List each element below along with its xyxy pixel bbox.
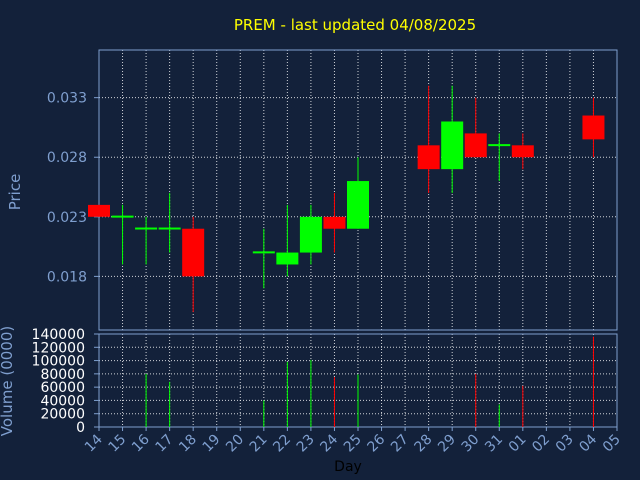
day-tick-label: 01 bbox=[506, 432, 530, 456]
day-tick-label: 30 bbox=[459, 432, 483, 456]
price-tick-label: 0.023 bbox=[47, 210, 87, 226]
day-tick-label: 05 bbox=[600, 432, 624, 456]
volume-tick-label: 20000 bbox=[40, 407, 85, 423]
price-tick-label: 0.033 bbox=[47, 91, 87, 107]
candle-body-28 bbox=[417, 145, 440, 170]
grid-layer bbox=[98, 50, 618, 428]
day-tick-label: 19 bbox=[200, 432, 224, 456]
candle-body-17 bbox=[158, 227, 181, 230]
day-tick-labels: 14 15 16 17 18 19 20 21 22 23 24 25 26 27 28 29 30 31 01 02… bbox=[82, 427, 624, 455]
day-tick-label: 23 bbox=[294, 432, 318, 456]
candle-body-18 bbox=[182, 228, 205, 277]
day-tick-label: 04 bbox=[576, 431, 600, 455]
day-tick-label: 22 bbox=[270, 432, 294, 456]
candle-body-04 bbox=[582, 115, 605, 140]
candle-body-30 bbox=[464, 133, 487, 158]
volume-tick-label: 60000 bbox=[40, 380, 85, 396]
volume-tick-label: 140000 bbox=[32, 327, 85, 343]
volume-tick-label: 0 bbox=[76, 420, 85, 436]
day-tick-label: 15 bbox=[105, 432, 129, 456]
day-tick-label: 21 bbox=[247, 432, 271, 456]
day-tick-label: 25 bbox=[341, 432, 365, 456]
chart-title: PREM - last updated 04/08/2025 bbox=[234, 16, 476, 34]
candle-body-14 bbox=[88, 204, 110, 217]
candle-body-23 bbox=[299, 216, 322, 253]
day-tick-label: 24 bbox=[317, 431, 341, 455]
candle-body-31 bbox=[488, 144, 511, 147]
candles-layer bbox=[88, 85, 605, 313]
volume-tick-label: 40000 bbox=[40, 393, 85, 409]
price-tick-label: 0.018 bbox=[47, 269, 87, 285]
price-axis-label: Price bbox=[6, 174, 24, 211]
x-axis-label: Day bbox=[334, 459, 362, 475]
day-tick-label: 28 bbox=[412, 432, 436, 456]
day-tick-label: 29 bbox=[435, 432, 459, 456]
volume-tick-label: 100000 bbox=[32, 354, 85, 370]
price-tick-labels: 0.018 0.023 0.028 0.033 bbox=[47, 91, 99, 285]
volume-axis-label: Volume (0000) bbox=[0, 326, 16, 436]
candle-body-22 bbox=[276, 252, 299, 265]
candle-body-16 bbox=[135, 227, 158, 230]
day-tick-label: 02 bbox=[529, 432, 553, 456]
day-tick-label: 03 bbox=[553, 432, 577, 456]
candle-body-15 bbox=[111, 215, 134, 218]
candle-body-24 bbox=[323, 216, 346, 229]
volume-tick-label: 120000 bbox=[32, 340, 85, 356]
candle-body-21 bbox=[252, 251, 275, 254]
candle-body-29 bbox=[441, 121, 464, 170]
price-panel-frame bbox=[98, 49, 618, 331]
day-tick-label: 31 bbox=[482, 432, 506, 456]
day-tick-label: 27 bbox=[388, 432, 412, 456]
day-tick-label: 20 bbox=[223, 432, 247, 456]
candle-body-01 bbox=[511, 145, 534, 158]
day-tick-label: 17 bbox=[153, 432, 177, 456]
volume-bars-layer bbox=[145, 336, 594, 427]
day-tick-label: 16 bbox=[129, 431, 153, 455]
candle-body-25 bbox=[347, 181, 369, 229]
price-tick-label: 0.028 bbox=[47, 150, 87, 166]
volume-tick-label: 80000 bbox=[40, 367, 85, 383]
day-tick-label: 18 bbox=[176, 432, 200, 456]
day-tick-label: 14 bbox=[82, 431, 106, 455]
day-tick-label: 26 bbox=[364, 431, 388, 455]
